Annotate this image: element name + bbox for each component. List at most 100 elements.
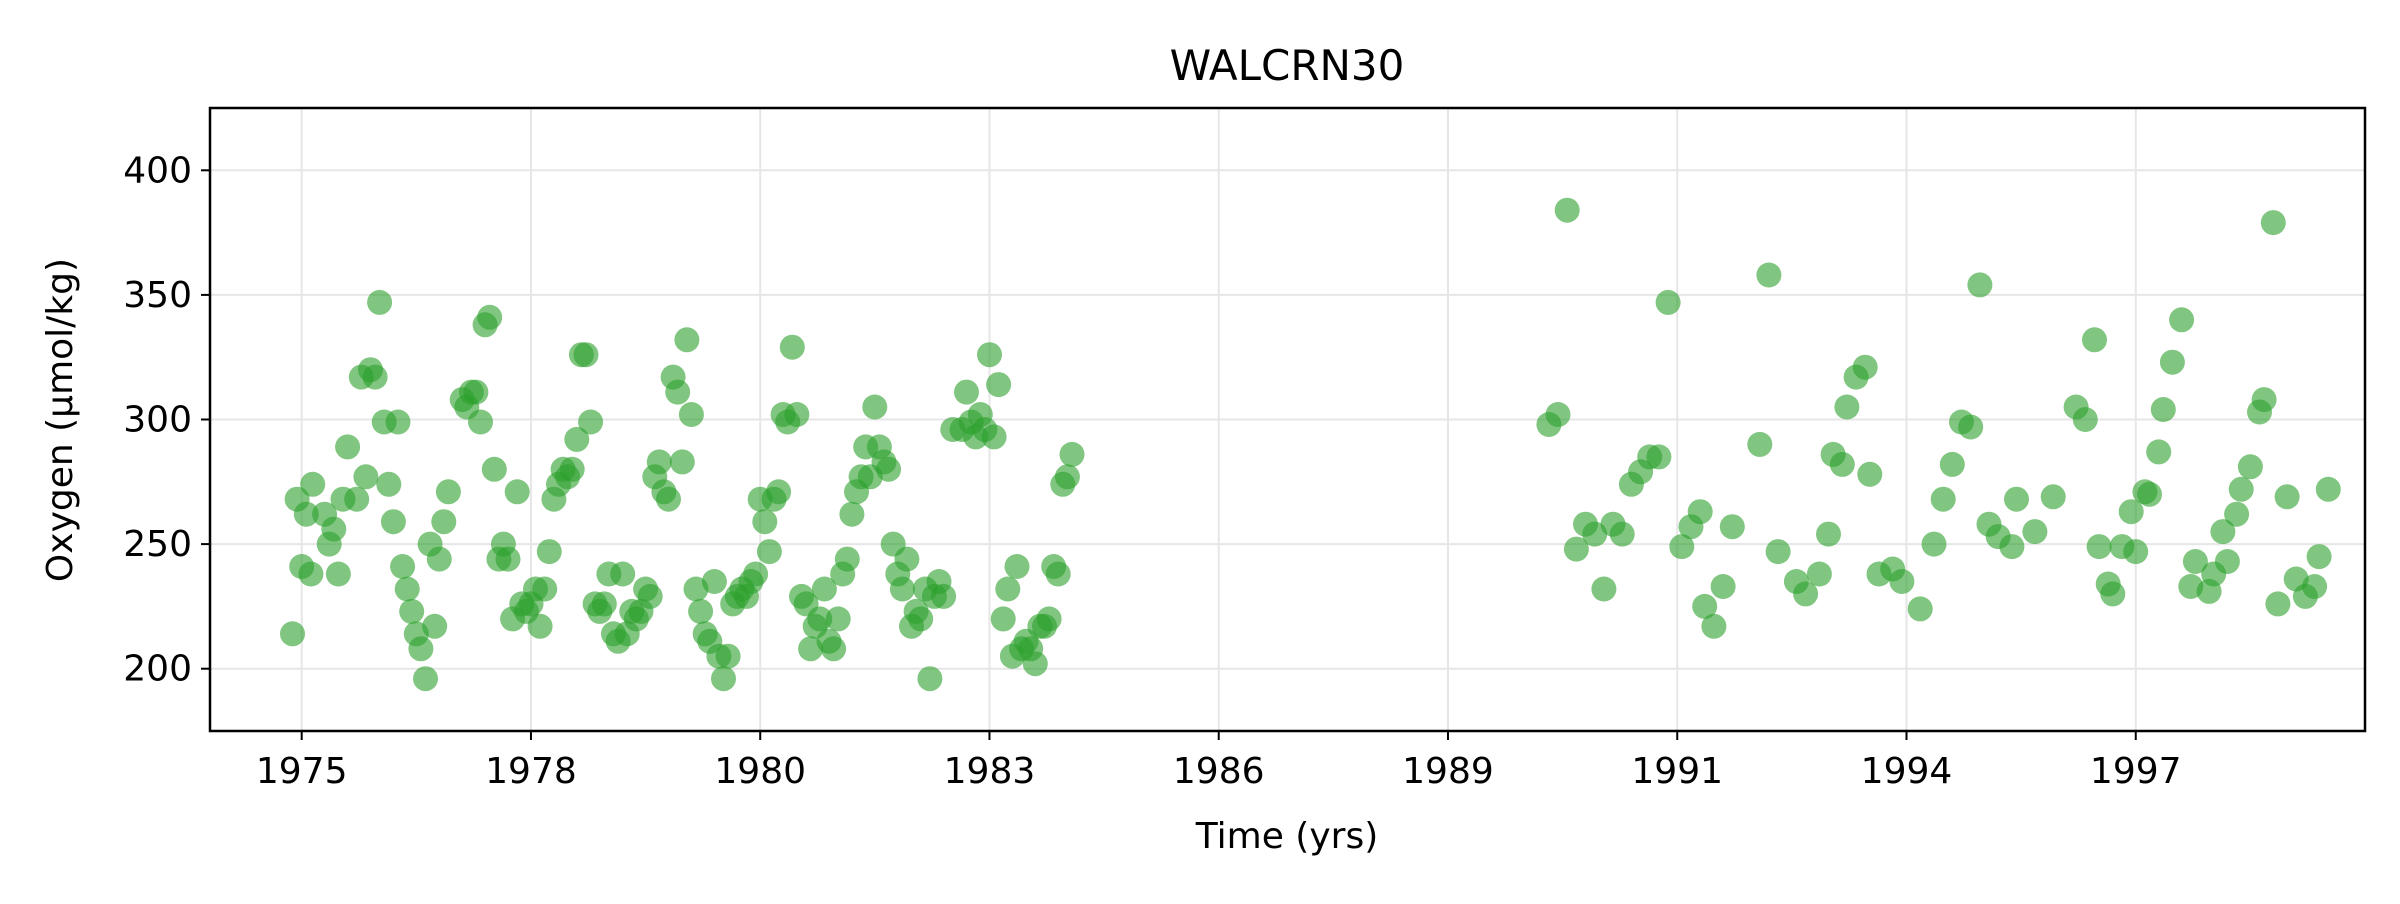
data-point: [344, 486, 370, 512]
data-point: [715, 643, 741, 669]
data-point: [1999, 534, 2025, 560]
data-point: [2004, 486, 2029, 512]
data-point: [1692, 593, 1718, 619]
data-point: [1591, 576, 1617, 602]
data-point: [385, 409, 411, 435]
data-point: [293, 501, 319, 527]
data-point: [1036, 606, 1062, 632]
data-point: [362, 364, 388, 390]
data-point: [1022, 651, 1048, 677]
x-tick-label: 1991: [1631, 751, 1723, 792]
x-tick-label: 1989: [1402, 751, 1494, 792]
data-point: [2265, 591, 2291, 617]
data-point: [367, 289, 393, 315]
data-point: [656, 486, 681, 512]
x-tick-label: 1975: [256, 751, 348, 792]
data-point: [908, 606, 934, 632]
data-point: [504, 479, 530, 505]
data-point: [646, 449, 672, 475]
data-point: [390, 554, 416, 579]
data-point: [1829, 451, 1855, 477]
data-point: [756, 539, 782, 565]
data-point: [422, 613, 448, 639]
data-point: [2210, 519, 2236, 545]
data-point: [711, 666, 736, 692]
data-point: [917, 666, 943, 692]
data-point: [431, 509, 457, 535]
data-point: [834, 546, 860, 572]
data-point: [995, 576, 1021, 602]
data-point: [1669, 534, 1695, 560]
data-point: [2123, 539, 2149, 565]
data-point: [2228, 476, 2254, 502]
x-tick-label: 1978: [485, 751, 577, 792]
data-point: [766, 479, 792, 505]
y-tick-label: 250: [123, 524, 192, 565]
x-tick-label: 1983: [944, 751, 1036, 792]
data-point: [435, 479, 461, 505]
data-point: [380, 509, 406, 535]
data-point: [2306, 544, 2332, 570]
data-point: [426, 546, 452, 572]
data-point: [825, 606, 851, 632]
data-point: [2214, 549, 2240, 574]
data-point: [1747, 431, 1773, 457]
data-point: [894, 546, 920, 572]
data-point: [990, 606, 1016, 632]
data-point: [669, 449, 695, 475]
data-point: [578, 409, 604, 435]
data-point: [1701, 613, 1727, 639]
data-point: [2274, 484, 2300, 510]
data-point: [2072, 407, 2098, 432]
y-tick-label: 300: [123, 400, 192, 441]
data-point: [394, 576, 420, 602]
data-point: [2182, 549, 2208, 574]
data-point: [2022, 519, 2048, 545]
data-point: [2082, 327, 2107, 353]
data-point: [2118, 499, 2144, 525]
data-point: [862, 394, 888, 420]
data-point: [2224, 501, 2250, 527]
data-point: [1921, 531, 1947, 557]
x-tick-label: 1997: [2090, 751, 2182, 792]
data-point: [807, 606, 833, 632]
data-point: [752, 509, 778, 535]
data-point: [2100, 581, 2126, 607]
data-point: [678, 402, 704, 427]
data-point: [1655, 289, 1681, 315]
data-point: [2260, 210, 2286, 236]
data-point: [821, 636, 847, 662]
data-point: [1646, 444, 1672, 470]
data-point: [743, 561, 769, 587]
data-point: [1719, 514, 1745, 540]
data-point: [1857, 461, 1883, 487]
data-point: [477, 304, 503, 330]
data-point: [1059, 441, 1085, 467]
data-point: [2251, 387, 2277, 413]
data-point: [1889, 569, 1915, 594]
y-tick-label: 350: [123, 275, 192, 316]
x-axis-title: Time (yrs): [1195, 816, 1379, 857]
data-point: [1852, 354, 1878, 380]
data-point: [784, 402, 810, 427]
data-point: [564, 426, 590, 452]
ticks-layer: 200 250 300 350 400 1975 1978 1980 1983 1986 1989 1…: [123, 150, 2181, 792]
data-point: [1930, 486, 1956, 512]
data-point: [468, 409, 493, 435]
data-point: [376, 471, 402, 497]
data-point: [2159, 349, 2185, 375]
data-point: [2169, 307, 2195, 333]
data-point: [931, 583, 957, 609]
data-point: [637, 583, 663, 609]
y-axis-title: Oxygen (µmol/kg): [40, 258, 81, 582]
data-point: [779, 334, 805, 360]
y-tick-label: 400: [123, 150, 192, 191]
data-point: [1710, 574, 1736, 599]
data-point: [1563, 536, 1589, 562]
data-point: [481, 456, 507, 482]
data-point: [889, 576, 915, 602]
data-point: [1756, 262, 1782, 288]
data-point: [321, 516, 347, 542]
